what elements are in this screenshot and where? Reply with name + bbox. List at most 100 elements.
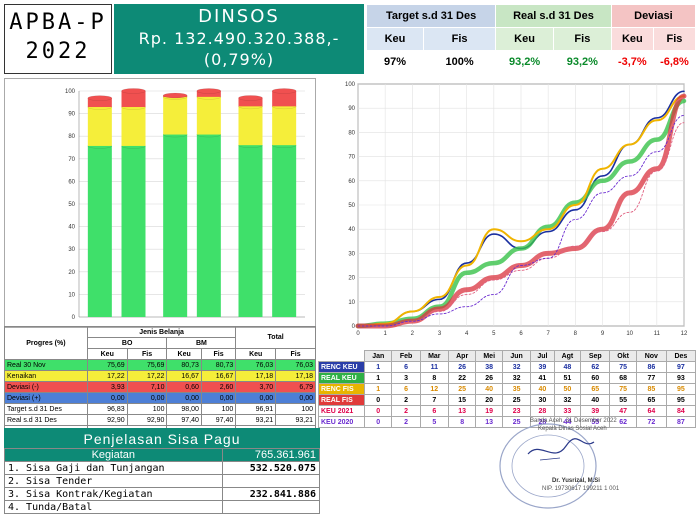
month-row: REAL KEU 1 3 8 22 26 32 41 51 60 68 77 93	[318, 372, 697, 384]
month-cell: 1	[363, 361, 393, 373]
progress-row-label: Real s.d 31 Des	[4, 414, 88, 426]
progress-row: Deviasi (+) 0,00 0,00 0,00 0,00 0,00 0,00	[4, 392, 316, 404]
month-cell: 87	[665, 416, 697, 428]
kegiatan-label: Kegiatan	[4, 448, 223, 462]
bar-segment	[163, 134, 188, 317]
month-header: Agt	[553, 350, 582, 362]
month-cell: 7	[419, 394, 449, 406]
progress-cell: 0,60	[166, 381, 202, 393]
bar-segment	[87, 107, 112, 146]
sub-header: Fis	[422, 27, 497, 51]
sisa-item-label: 4. Tunda/Batal	[4, 500, 223, 514]
sisa-item-label: 1. Sisa Gaji dan Tunjangan	[4, 461, 223, 475]
stamp-date: Banda Aceh, 31 Desember 2022	[530, 418, 617, 424]
month-cell: 95	[665, 394, 697, 406]
sub-header: Fis	[275, 348, 316, 360]
progress-row-label: Target s.d 31 Des	[4, 403, 88, 415]
month-header: Jun	[501, 350, 532, 362]
title-box: APBA-P 2022	[4, 4, 112, 74]
progress-cell: 93,21	[275, 414, 316, 426]
month-cell: 30	[530, 394, 555, 406]
target-header: Target s.d 31 Des	[365, 4, 497, 28]
progress-title: Progres (%)	[4, 326, 88, 360]
sisa-pagu-panel: Penjelasan Sisa Pagu Kegiatan 765.361.96…	[4, 428, 321, 516]
bar-cap	[87, 95, 113, 101]
month-cell: 32	[553, 394, 582, 406]
month-cell: 41	[530, 372, 555, 384]
title-line1: APBA-P	[9, 10, 107, 35]
month-cell: 6	[391, 383, 421, 395]
progress-cell: 96,83	[86, 403, 128, 415]
month-row-label: KEU 2021	[318, 405, 365, 417]
month-cell: 55	[609, 394, 637, 406]
progress-cell: 17,22	[86, 370, 128, 382]
month-cell: 15	[447, 394, 477, 406]
signer-name: Dr. Yusrizal, M.Si	[552, 478, 600, 484]
progress-cell: 76,03	[235, 359, 277, 371]
sisa-item-label: 3. Sisa Kontrak/Kegiatan	[4, 487, 223, 501]
progress-cell: 75,69	[86, 359, 128, 371]
target-fis-value: 100%	[422, 50, 497, 74]
progress-row: Kenaikan 17,22 17,22 16,67 16,67 17,18 17,18	[4, 370, 316, 382]
bar-segment	[196, 91, 221, 97]
bar-segment	[163, 96, 188, 135]
month-cell: 93	[665, 372, 697, 384]
bar-segment	[272, 106, 297, 146]
progress-cell: 100	[200, 403, 237, 415]
month-cell: 20	[475, 394, 503, 406]
bar-y-tick: 70	[68, 157, 75, 163]
month-row: KEU 2020 0 2 5 8 13 25 28 44 55 62 72 87	[318, 416, 697, 428]
month-cell: 60	[580, 372, 611, 384]
month-cell: 25	[501, 394, 532, 406]
bar-segment	[238, 145, 263, 317]
sub-header: Keu	[166, 348, 202, 360]
bar-y-tick: 0	[72, 315, 76, 321]
month-cell: 0	[363, 394, 393, 406]
bar-y-tick: 30	[68, 247, 75, 253]
line-x-tick: 11	[654, 331, 661, 337]
sub-header: Keu	[495, 27, 554, 51]
progress-cell: 98,00	[166, 403, 202, 415]
month-cell: 48	[553, 361, 582, 373]
line-y-tick: 30	[348, 251, 355, 257]
summary-table: Target s.d 31 Des Real s.d 31 Des Devias…	[365, 4, 697, 74]
progress-cell: 0,00	[166, 392, 202, 404]
sub-header: Fis	[552, 27, 612, 51]
line-x-tick: 0	[356, 331, 360, 337]
progress-cell: 92,90	[86, 414, 128, 426]
sisa-row: 3. Sisa Kontrak/Kegiatan 232.841.886	[4, 487, 321, 501]
bar-segment	[272, 145, 297, 317]
sisa-item-value	[221, 500, 321, 514]
month-row-label: REAL FIS	[318, 394, 365, 406]
month-cell: 8	[419, 372, 449, 384]
bar-segment	[238, 97, 263, 107]
progress-cell: 0,00	[275, 392, 316, 404]
month-cell: 32	[501, 361, 532, 373]
line-x-tick: 10	[626, 331, 633, 337]
signer-nip: NIP. 19730617 199211 1 001	[542, 486, 620, 492]
month-cell: 86	[635, 361, 667, 373]
month-cell: 97	[665, 361, 697, 373]
bar-y-tick: 80	[68, 134, 75, 140]
month-cell: 2	[391, 405, 421, 417]
month-cell: 1	[363, 372, 393, 384]
month-row: RENC FIS 1 6 12 25 40 35 40 50 65 75 85 95	[318, 383, 697, 395]
line-y-tick: 50	[348, 203, 355, 209]
line-x-tick: 1	[383, 331, 387, 337]
month-header: Mei	[475, 350, 503, 362]
bar-segment	[196, 134, 221, 317]
month-cell: 95	[665, 383, 697, 395]
month-cell: 6	[391, 361, 421, 373]
sub-header: Fis	[652, 27, 697, 51]
month-cell: 22	[447, 372, 477, 384]
bar-y-tick: 90	[68, 112, 75, 118]
line-x-tick: 12	[681, 331, 688, 337]
bar-chart: 0 10 20 30 40 50 60 70 80 90 100	[65, 88, 305, 321]
bar-cap	[238, 95, 263, 101]
month-cell: 50	[553, 383, 582, 395]
progress-cell: 97,40	[166, 414, 202, 426]
line-y-tick: 70	[348, 155, 355, 161]
month-cell: 75	[609, 361, 637, 373]
jenis-belanja-header: Jenis Belanja	[86, 326, 237, 338]
line-x-tick: 2	[411, 331, 415, 337]
